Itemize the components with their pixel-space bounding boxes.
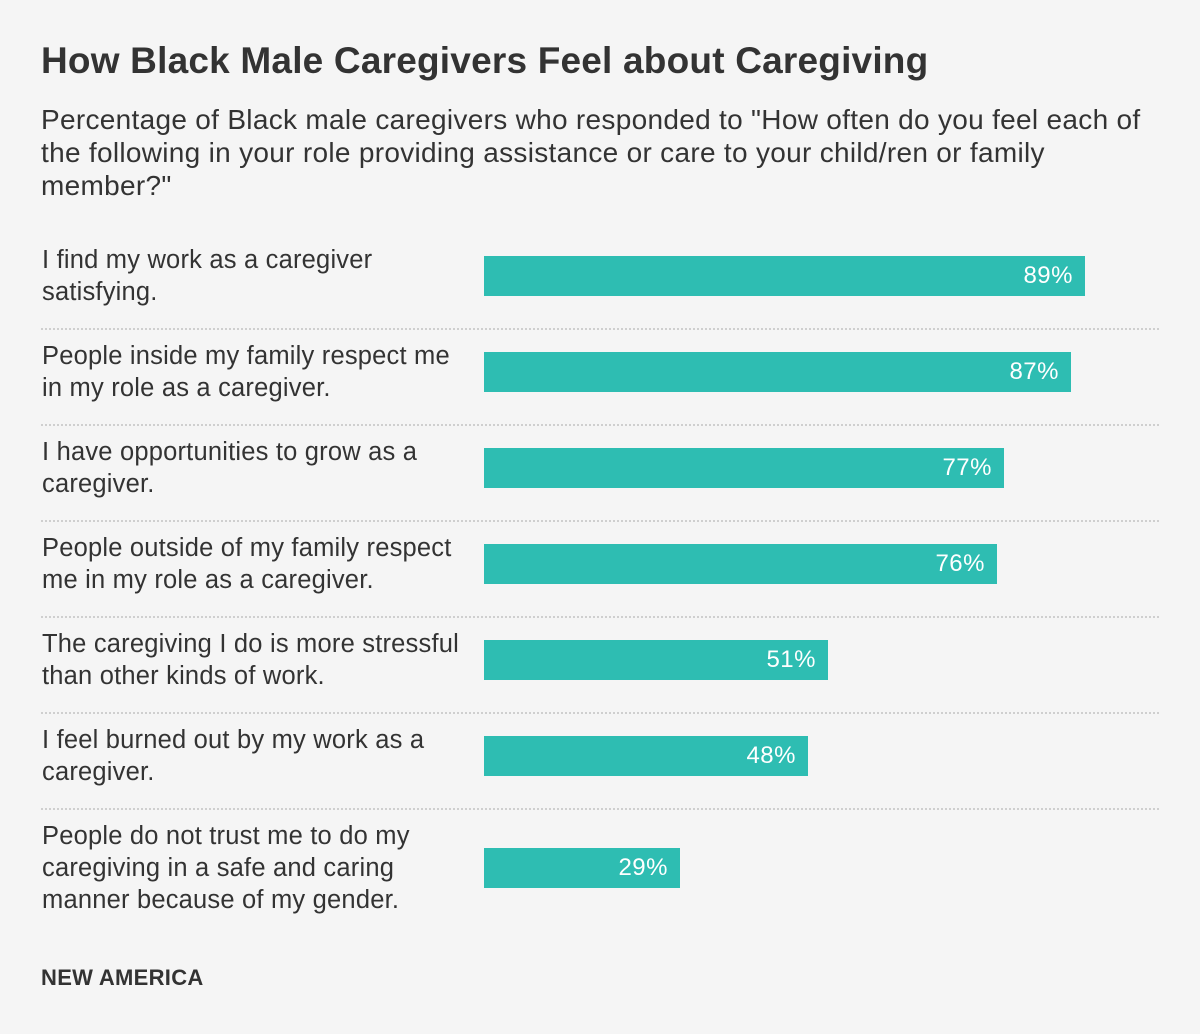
bar-value-label: 48% bbox=[746, 742, 796, 769]
bar-label: People outside of my family respect me i… bbox=[42, 534, 452, 594]
bar-label: The caregiving I do is more stressful th… bbox=[42, 630, 459, 690]
bar-row: People do not trust me to do my caregivi… bbox=[41, 810, 1159, 938]
bar bbox=[484, 448, 1004, 488]
bar-track: 51% bbox=[484, 640, 1159, 680]
bar bbox=[484, 352, 1071, 392]
bar-label: I have opportunities to grow as a caregi… bbox=[42, 438, 418, 498]
bar bbox=[484, 544, 997, 584]
bar-track: 77% bbox=[484, 448, 1159, 488]
bar bbox=[484, 640, 828, 680]
chart-title: How Black Male Caregivers Feel about Car… bbox=[41, 40, 929, 81]
bar-value-label: 76% bbox=[935, 550, 985, 577]
bar-track: 48% bbox=[484, 736, 1159, 776]
bar-track: 87% bbox=[484, 352, 1159, 392]
bar-track: 29% bbox=[484, 848, 1159, 888]
bar bbox=[484, 848, 680, 888]
bar-row: The caregiving I do is more stressful th… bbox=[41, 618, 1159, 714]
bar-row: People inside my family respect me in my… bbox=[41, 330, 1159, 426]
bar bbox=[484, 736, 808, 776]
bar-track: 89% bbox=[484, 256, 1159, 296]
bar-value-label: 51% bbox=[766, 646, 816, 673]
bar-chart: I find my work as a caregiver satisfying… bbox=[41, 234, 1159, 938]
bar-value-label: 89% bbox=[1023, 262, 1073, 289]
bar-label: I find my work as a caregiver satisfying… bbox=[42, 246, 373, 306]
bar-row: I have opportunities to grow as a caregi… bbox=[41, 426, 1159, 522]
chart-subtitle: Percentage of Black male caregivers who … bbox=[41, 104, 1141, 201]
bar-label: I feel burned out by my work as a caregi… bbox=[42, 726, 425, 786]
bar-value-label: 29% bbox=[618, 854, 668, 881]
bar-label: People do not trust me to do my caregivi… bbox=[42, 822, 410, 914]
bar-value-label: 87% bbox=[1009, 358, 1059, 385]
bar bbox=[484, 256, 1085, 296]
bar-value-label: 77% bbox=[942, 454, 992, 481]
bar-row: I feel burned out by my work as a caregi… bbox=[41, 714, 1159, 810]
source-logo: NEW AMERICA bbox=[41, 965, 204, 990]
bar-row: I find my work as a caregiver satisfying… bbox=[41, 234, 1159, 330]
bar-track: 76% bbox=[484, 544, 1159, 584]
bar-label: People inside my family respect me in my… bbox=[42, 342, 450, 402]
bar-row: People outside of my family respect me i… bbox=[41, 522, 1159, 618]
